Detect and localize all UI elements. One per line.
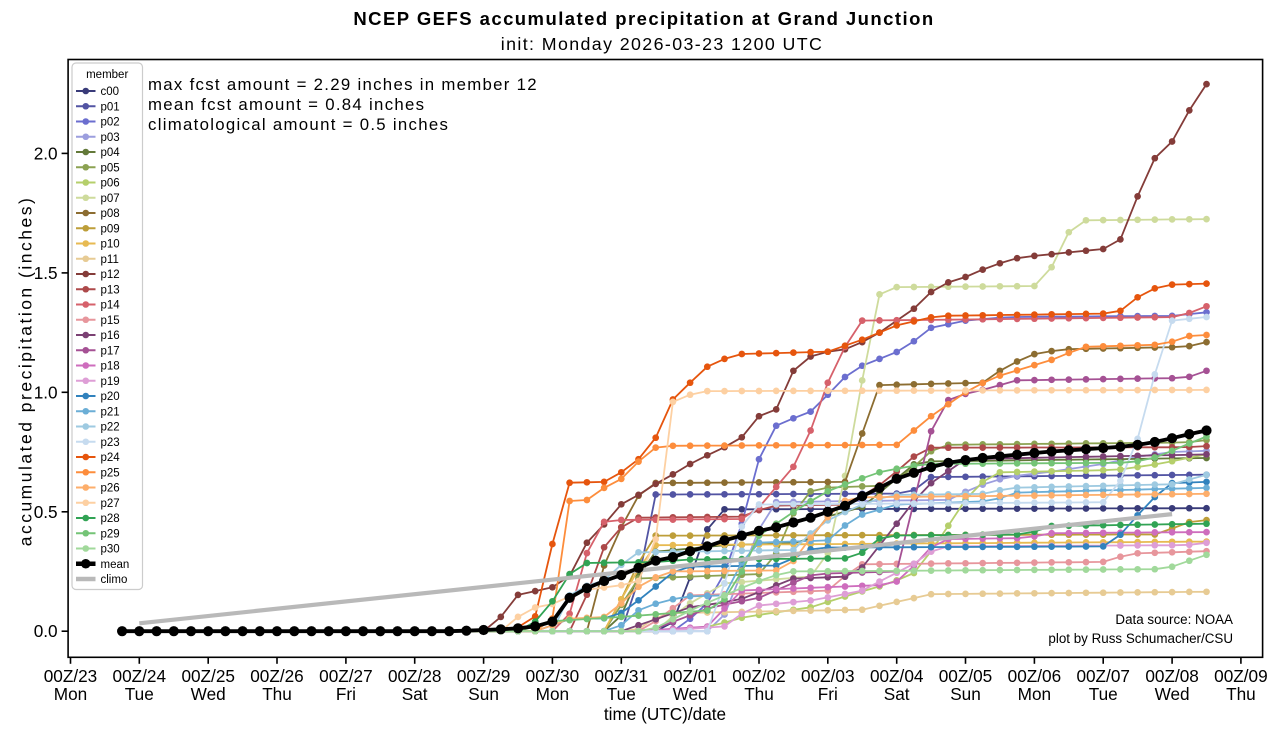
- svg-text:Tue: Tue: [607, 684, 636, 704]
- svg-text:Thu: Thu: [262, 684, 292, 704]
- svg-text:p20: p20: [101, 391, 120, 403]
- svg-text:Wed: Wed: [1155, 684, 1190, 704]
- svg-text:plot by Russ Schumacher/CSU: plot by Russ Schumacher/CSU: [1048, 631, 1233, 646]
- svg-text:Fri: Fri: [818, 684, 838, 704]
- svg-text:00Z/29: 00Z/29: [457, 666, 511, 686]
- svg-text:p30: p30: [101, 544, 120, 556]
- svg-text:00Z/04: 00Z/04: [870, 666, 924, 686]
- svg-text:p21: p21: [101, 406, 120, 418]
- svg-text:00Z/27: 00Z/27: [319, 666, 373, 686]
- svg-text:p28: p28: [101, 513, 120, 525]
- svg-text:Fri: Fri: [336, 684, 356, 704]
- svg-text:mean: mean: [101, 559, 130, 571]
- svg-text:p05: p05: [101, 162, 120, 174]
- svg-text:time (UTC)/date: time (UTC)/date: [604, 704, 726, 724]
- svg-text:p02: p02: [101, 117, 120, 129]
- svg-text:00Z/26: 00Z/26: [250, 666, 304, 686]
- svg-text:p17: p17: [101, 345, 120, 357]
- svg-text:p14: p14: [101, 300, 121, 312]
- svg-text:Mon: Mon: [1018, 684, 1051, 704]
- svg-text:Wed: Wed: [673, 684, 708, 704]
- svg-text:00Z/23: 00Z/23: [44, 666, 98, 686]
- svg-text:p13: p13: [101, 284, 120, 296]
- svg-text:climo: climo: [101, 574, 128, 586]
- svg-text:00Z/07: 00Z/07: [1076, 666, 1130, 686]
- svg-text:p29: p29: [101, 528, 120, 540]
- svg-text:climatological amount = 0.5 in: climatological amount = 0.5 inches: [148, 115, 449, 134]
- svg-text:p04: p04: [101, 147, 121, 159]
- svg-text:accumulated precipitation (inc: accumulated precipitation (inches): [16, 196, 36, 547]
- svg-text:Sat: Sat: [884, 684, 910, 704]
- svg-text:p24: p24: [101, 452, 121, 464]
- svg-text:Sun: Sun: [950, 684, 981, 704]
- svg-text:Tue: Tue: [1089, 684, 1118, 704]
- svg-text:p26: p26: [101, 483, 120, 495]
- svg-text:NCEP GEFS accumulated precipit: NCEP GEFS accumulated precipitation at G…: [353, 8, 934, 29]
- svg-text:Thu: Thu: [744, 684, 774, 704]
- svg-text:member: member: [86, 69, 128, 81]
- svg-text:p25: p25: [101, 467, 120, 479]
- svg-text:00Z/31: 00Z/31: [595, 666, 649, 686]
- svg-text:00Z/01: 00Z/01: [663, 666, 717, 686]
- svg-text:Sat: Sat: [402, 684, 428, 704]
- svg-text:p07: p07: [101, 193, 120, 205]
- svg-text:00Z/08: 00Z/08: [1145, 666, 1199, 686]
- svg-text:Data source: NOAA: Data source: NOAA: [1115, 612, 1233, 627]
- svg-text:p16: p16: [101, 330, 120, 342]
- svg-text:c00: c00: [101, 86, 120, 98]
- svg-text:p15: p15: [101, 315, 120, 327]
- svg-text:Mon: Mon: [54, 684, 87, 704]
- svg-text:00Z/28: 00Z/28: [388, 666, 442, 686]
- svg-text:mean fcst amount = 0.84 inches: mean fcst amount = 0.84 inches: [148, 95, 425, 114]
- svg-text:p19: p19: [101, 376, 120, 388]
- svg-text:00Z/06: 00Z/06: [1008, 666, 1062, 686]
- svg-text:init: Monday 2026-03-23 1200 U: init: Monday 2026-03-23 1200 UTC: [501, 34, 824, 54]
- svg-text:p10: p10: [101, 239, 120, 251]
- svg-text:00Z/05: 00Z/05: [939, 666, 993, 686]
- svg-text:p22: p22: [101, 422, 120, 434]
- svg-text:00Z/24: 00Z/24: [113, 666, 167, 686]
- svg-text:2.0: 2.0: [34, 143, 58, 163]
- svg-text:00Z/30: 00Z/30: [526, 666, 580, 686]
- svg-text:00Z/09: 00Z/09: [1214, 666, 1268, 686]
- svg-text:p03: p03: [101, 132, 120, 144]
- svg-text:1.5: 1.5: [34, 263, 58, 283]
- svg-text:00Z/03: 00Z/03: [801, 666, 855, 686]
- svg-text:Tue: Tue: [125, 684, 154, 704]
- svg-text:p11: p11: [101, 254, 119, 266]
- svg-text:p18: p18: [101, 361, 120, 373]
- svg-text:1.0: 1.0: [34, 382, 58, 402]
- svg-text:Sun: Sun: [468, 684, 499, 704]
- svg-text:p27: p27: [101, 498, 120, 510]
- svg-text:p09: p09: [101, 223, 120, 235]
- svg-text:0.0: 0.0: [34, 621, 58, 641]
- svg-text:00Z/02: 00Z/02: [732, 666, 786, 686]
- svg-text:Mon: Mon: [536, 684, 569, 704]
- svg-text:max fcst amount = 2.29 inches: max fcst amount = 2.29 inches in member …: [148, 75, 538, 94]
- svg-text:p12: p12: [101, 269, 120, 281]
- svg-text:p01: p01: [101, 101, 120, 113]
- svg-text:00Z/25: 00Z/25: [181, 666, 235, 686]
- svg-text:Wed: Wed: [191, 684, 226, 704]
- svg-text:p06: p06: [101, 178, 120, 190]
- svg-text:p08: p08: [101, 208, 120, 220]
- svg-text:p23: p23: [101, 437, 120, 449]
- svg-text:0.5: 0.5: [34, 502, 58, 522]
- svg-text:Thu: Thu: [1226, 684, 1256, 704]
